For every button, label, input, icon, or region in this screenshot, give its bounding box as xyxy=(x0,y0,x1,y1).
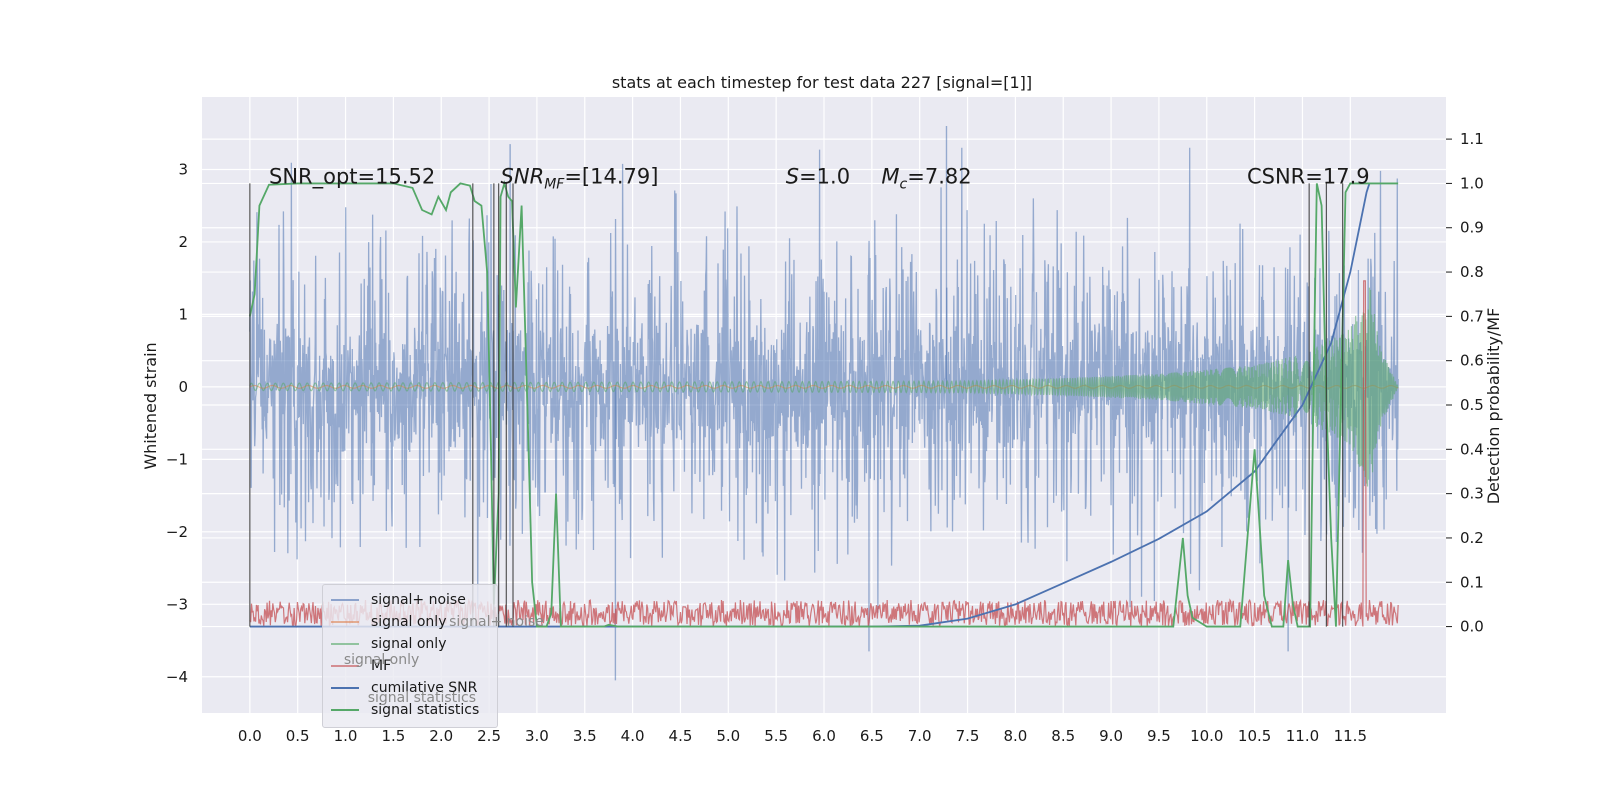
series-signal-statistics xyxy=(248,180,1399,628)
x-tick-label: 6.5 xyxy=(860,727,884,745)
annotations: SNR_opt=15.52 SNRMF=[14.79] S=1.0 Mc=7.82 CS… xyxy=(269,164,1370,192)
x-tick-label: 5.5 xyxy=(764,727,788,745)
y-tick-label-right: 0.5 xyxy=(1460,396,1484,414)
series-signal-noise xyxy=(249,125,1399,681)
y-tick-label-right: 0.7 xyxy=(1460,307,1484,325)
y-tick-label: −4 xyxy=(166,668,188,686)
y-tick-label-right: 0.9 xyxy=(1460,219,1484,237)
legend-item: cumilative SNR xyxy=(331,677,477,699)
annotation-label: SNR_opt=15.52 xyxy=(269,164,435,189)
y-tick-label-right: 0.2 xyxy=(1460,529,1484,547)
annotation-main: SNR_opt=15.52 xyxy=(269,164,435,189)
y-tick-label-right: 0.0 xyxy=(1460,618,1484,636)
legend-label: signal only xyxy=(371,614,447,630)
legend-label: signal only xyxy=(371,636,447,652)
annotation-value: =7.82 xyxy=(907,164,971,188)
x-tick-label: 8.0 xyxy=(1003,727,1027,745)
chirp-trace xyxy=(249,287,1399,487)
y-tick-label: 0 xyxy=(178,378,188,396)
y-axis-label-left: Whitened strain xyxy=(141,342,160,469)
x-tick-label: 2.5 xyxy=(477,727,501,745)
annotation-main: CSNR=17.9 xyxy=(1247,164,1370,188)
legend-swatch xyxy=(331,599,359,601)
y-tick-label: −3 xyxy=(166,595,188,613)
legend: signal+ noise signal only signal only MF cum… xyxy=(322,584,498,728)
annotation-sub: MF xyxy=(544,176,565,192)
legend-item: signal statistics xyxy=(331,699,479,721)
overlapping-text: signal statistics xyxy=(367,689,477,706)
legend-item: signal+ noise xyxy=(331,589,466,611)
annotation-sub: c xyxy=(900,176,908,192)
legend-item: signal only xyxy=(331,633,446,655)
x-tick-label: 4.0 xyxy=(621,727,645,745)
annotation-main: M xyxy=(881,164,899,188)
chart-title: stats at each timestep for test data 227… xyxy=(612,73,1032,92)
annotation-main: SNR xyxy=(501,164,545,188)
annotation-label: Mc=7.82 xyxy=(881,164,971,192)
series-signal-only xyxy=(249,287,1399,487)
axes: 0.0 0.5 1.0 1.5 2.0 2.5 3.0 3.5 4.0 4.5 5.0 5.5 6.0 6… xyxy=(166,130,1484,745)
legend-item: signal only xyxy=(331,611,446,633)
x-tick-label: 7.0 xyxy=(908,727,932,745)
y-tick-label-right: 0.6 xyxy=(1460,352,1484,370)
y-tick-label-right: 1.0 xyxy=(1460,174,1484,192)
x-tick-label: 1.5 xyxy=(381,727,405,745)
legend-label: signal statistics xyxy=(371,702,480,718)
annotation-label: CSNR=17.9 xyxy=(1247,164,1370,188)
annotation-value: =[14.79] xyxy=(564,164,658,188)
x-tick-label: 8.5 xyxy=(1051,727,1075,745)
legend-swatch xyxy=(331,643,359,645)
overlapping-text: signal+ noise xyxy=(449,614,544,631)
annotation-label: S=1.0 xyxy=(786,164,850,188)
x-tick-label: 11.5 xyxy=(1334,727,1367,745)
x-tick-label: 5.0 xyxy=(716,727,740,745)
legend-swatch xyxy=(331,621,359,623)
legend-label: signal+ noise xyxy=(371,592,466,608)
y-tick-label-right: 0.4 xyxy=(1460,440,1484,458)
legend-swatch xyxy=(331,665,359,667)
annotation-value: =1.0 xyxy=(799,164,850,188)
x-tick-label: 0.5 xyxy=(286,727,310,745)
y-tick-label: 2 xyxy=(178,233,188,251)
y-tick-label-right: 1.1 xyxy=(1460,130,1484,148)
y-tick-label-right: 0.3 xyxy=(1460,485,1484,503)
x-tick-label: 7.5 xyxy=(956,727,980,745)
legend-label: cumilative SNR xyxy=(371,680,478,696)
x-tick-label: 0.0 xyxy=(238,727,262,745)
series-group xyxy=(248,125,1399,681)
x-tick-label: 6.0 xyxy=(812,727,836,745)
x-tick-label: 1.0 xyxy=(334,727,358,745)
line-trace xyxy=(248,180,1399,628)
x-tick-label: 4.5 xyxy=(669,727,693,745)
y-tick-label: 1 xyxy=(178,305,188,323)
x-tick-label: 11.0 xyxy=(1286,727,1319,745)
y-axis-label-right: Detection probability/MF xyxy=(1484,308,1503,505)
x-tick-label: 10.0 xyxy=(1190,727,1223,745)
legend-label: MF xyxy=(371,658,392,674)
x-tick-label: 3.5 xyxy=(573,727,597,745)
x-tick-label: 3.0 xyxy=(525,727,549,745)
x-tick-label: 9.0 xyxy=(1099,727,1123,745)
y-tick-label: 3 xyxy=(178,160,188,178)
y-tick-label-right: 0.1 xyxy=(1460,573,1484,591)
legend-item: MF xyxy=(331,655,391,677)
annotation-main: S xyxy=(786,164,799,188)
x-tick-label: 2.0 xyxy=(429,727,453,745)
x-tick-label: 9.5 xyxy=(1147,727,1171,745)
y-tick-label: −2 xyxy=(166,523,188,541)
noise-trace xyxy=(249,147,1399,613)
x-tick-label: 10.5 xyxy=(1238,727,1271,745)
y-tick-label-right: 0.8 xyxy=(1460,263,1484,281)
y-tick-label: −1 xyxy=(166,450,188,468)
legend-swatch xyxy=(331,687,359,689)
overlapping-text: signal only xyxy=(343,651,420,668)
annotation-label: SNRMF=[14.79] xyxy=(501,164,659,192)
legend-swatch xyxy=(331,709,359,711)
